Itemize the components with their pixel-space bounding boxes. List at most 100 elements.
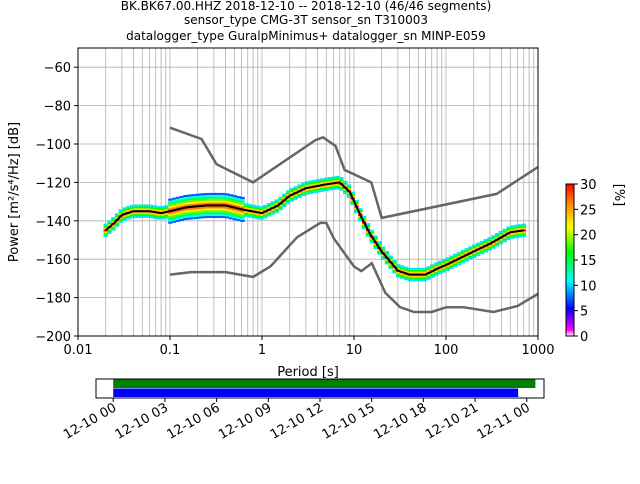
x-tick-label: 1	[258, 343, 266, 358]
histogram-cell	[316, 182, 321, 185]
histogram-cell	[202, 212, 207, 215]
histogram-cell	[430, 273, 435, 276]
histogram-cell	[437, 270, 443, 273]
histogram-cell	[312, 183, 317, 186]
histogram-cell	[194, 193, 200, 196]
histogram-cell	[228, 203, 234, 206]
histogram-cell	[339, 180, 344, 183]
histogram-cell	[521, 233, 526, 236]
histogram-cell	[179, 209, 184, 212]
histogram-cell	[487, 239, 492, 242]
histogram-cell	[415, 267, 420, 270]
histogram-cell	[259, 206, 264, 209]
histogram-cell	[384, 258, 390, 261]
histogram-cell	[449, 255, 454, 258]
histogram-cell	[494, 236, 500, 239]
timeline-tick-label: 12-10 03	[113, 400, 171, 442]
colorbar-tick-label: 25	[580, 203, 597, 218]
histogram-cell	[209, 210, 215, 213]
histogram-cell	[323, 189, 329, 192]
histogram-cell	[289, 191, 295, 194]
histogram-cell	[198, 216, 203, 219]
histogram-cell	[202, 214, 207, 217]
histogram-cell	[521, 225, 526, 228]
histogram-cell	[331, 176, 336, 179]
histogram-cell	[407, 269, 412, 272]
histogram-cell	[479, 250, 485, 253]
histogram-cell	[217, 198, 222, 201]
histogram-cell	[365, 223, 371, 226]
histogram-cell	[335, 183, 340, 186]
histogram-cell	[247, 207, 253, 210]
histogram-cell	[388, 265, 393, 268]
histogram-cell	[152, 216, 158, 219]
histogram-cell	[434, 272, 439, 275]
histogram-cell	[354, 211, 359, 214]
histogram-cell	[434, 266, 439, 269]
histogram-cell	[171, 199, 177, 202]
histogram-cell	[441, 262, 447, 265]
histogram-cell	[187, 207, 192, 210]
histogram-cell	[263, 206, 268, 209]
histogram-cell	[213, 196, 219, 199]
histogram-cell	[122, 209, 127, 212]
histogram-cell	[221, 208, 226, 211]
histogram-cell	[194, 211, 200, 214]
histogram-cell	[388, 255, 393, 258]
histogram-cell	[202, 206, 207, 209]
histogram-cell	[187, 209, 192, 212]
histogram-cell	[331, 180, 336, 183]
histogram-cell	[491, 246, 496, 249]
histogram-cell	[232, 208, 238, 211]
histogram-cell	[217, 196, 222, 199]
histogram-cell	[285, 190, 291, 193]
histogram-cell	[160, 217, 165, 220]
histogram-cell	[175, 219, 181, 222]
histogram-cell	[202, 210, 207, 213]
histogram-cell	[339, 186, 344, 189]
histogram-cell	[156, 207, 162, 210]
histogram-cell	[411, 267, 416, 270]
histogram-cell	[358, 219, 363, 222]
histogram-cell	[282, 193, 287, 196]
histogram-cell	[202, 193, 207, 196]
histogram-cell	[114, 217, 120, 220]
histogram-cell	[221, 196, 226, 199]
histogram-cell	[228, 209, 234, 212]
histogram-cell	[187, 200, 192, 203]
histogram-cell	[194, 207, 200, 210]
histogram-cell	[320, 180, 325, 183]
histogram-cell	[266, 202, 272, 205]
histogram-cell	[251, 214, 257, 217]
histogram-cell	[206, 192, 211, 195]
histogram-cell	[392, 267, 397, 270]
histogram-cell	[156, 205, 162, 208]
histogram-cell	[422, 267, 428, 270]
histogram-cell	[289, 189, 295, 192]
histogram-cell	[441, 268, 447, 271]
histogram-cell	[145, 204, 150, 207]
histogram-cell	[171, 201, 177, 204]
histogram-cell	[445, 257, 450, 260]
histogram-cell	[168, 200, 173, 203]
histogram-cell	[282, 195, 287, 198]
histogram-cell	[475, 242, 481, 245]
histogram-cell	[449, 257, 454, 260]
histogram-cell	[342, 180, 348, 183]
histogram-cell	[464, 255, 469, 258]
histogram-cell	[164, 207, 169, 210]
histogram-cell	[475, 252, 481, 255]
histogram-cell	[190, 196, 196, 199]
histogram-cell	[240, 206, 245, 209]
histogram-cell	[232, 216, 238, 219]
colorbar-tick-label: 5	[580, 305, 588, 320]
histogram-cell	[190, 199, 196, 202]
histogram-cell	[498, 242, 504, 245]
histogram-cell	[221, 198, 226, 201]
y-tick-label: −180	[35, 292, 71, 307]
histogram-cell	[240, 196, 245, 199]
histogram-cell	[316, 179, 321, 182]
histogram-cell	[259, 213, 264, 216]
histogram-cell	[266, 210, 272, 213]
histogram-cell	[255, 217, 260, 220]
